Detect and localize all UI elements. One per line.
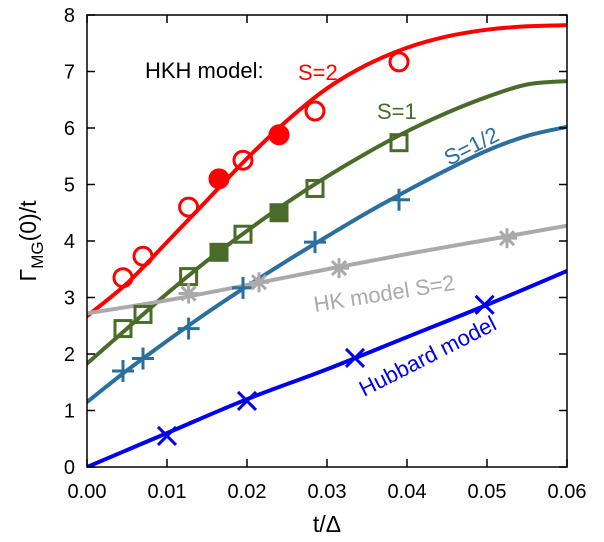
data-point-hkh_s12 xyxy=(304,231,326,254)
data-point-hk_s2 xyxy=(497,228,517,249)
data-point-hkh_s2 xyxy=(304,100,326,122)
data-point-hkh_s2 xyxy=(232,149,254,171)
x-tick-label: 0.00 xyxy=(68,481,107,503)
annotation-s2: S=2 xyxy=(298,60,338,85)
data-point-hubbard xyxy=(344,347,366,369)
y-tick-label: 0 xyxy=(64,457,75,479)
y-tick-label: 4 xyxy=(64,231,75,253)
annotation-hubbard-model: Hubbard model xyxy=(355,311,500,402)
data-point-hkh_s2 xyxy=(112,267,134,289)
y-tick-label: 8 xyxy=(64,5,75,27)
series-line-hkh_s1 xyxy=(87,79,567,366)
series-line-hkh_s2 xyxy=(87,23,567,319)
data-point-hkh_s12 xyxy=(112,359,134,382)
x-tick-label: 0.04 xyxy=(388,481,427,503)
y-tick-label: 5 xyxy=(64,175,75,197)
y-tick-label: 6 xyxy=(64,118,75,140)
series-line-hubbard xyxy=(87,268,567,467)
data-point-hubbard xyxy=(156,425,178,446)
data-point-filled-hkh_s2 xyxy=(208,168,230,190)
data-point-hkh_s1 xyxy=(113,319,133,339)
x-tick-label: 0.01 xyxy=(148,481,187,503)
y-axis-title: ΓMG(0)/t xyxy=(15,200,47,282)
series-line-hk_s2 xyxy=(87,223,567,316)
series-line-hkh_s12 xyxy=(87,124,567,405)
data-point-hkh_s1 xyxy=(233,224,253,244)
annotation-hk-model: HK model S=2 xyxy=(312,270,457,317)
data-point-filled-hkh_s1 xyxy=(209,242,229,262)
data-point-hkh_s2 xyxy=(178,196,200,218)
y-tick-label: 1 xyxy=(64,401,75,423)
x-axis-title: t/Δ xyxy=(313,511,341,537)
data-point-hkh_s2 xyxy=(132,245,154,267)
data-point-hkh_s2 xyxy=(388,51,410,73)
data-point-hkh_s12 xyxy=(232,276,254,299)
y-axis-title-main: Γ xyxy=(15,268,41,281)
data-point-hk_s2 xyxy=(249,272,269,293)
data-point-hkh_s1 xyxy=(389,133,409,153)
data-point-hk_s2 xyxy=(178,283,199,304)
y-axis-title-tail: (0)/t xyxy=(15,200,41,242)
data-point-hubbard xyxy=(474,294,495,315)
y-tick-label: 2 xyxy=(64,344,75,366)
data-point-hubbard xyxy=(236,390,258,411)
y-tick-label: 7 xyxy=(64,62,75,84)
annotation-s1: S=1 xyxy=(377,99,417,124)
data-point-filled-hkh_s2 xyxy=(268,124,290,146)
data-point-hkh_s12 xyxy=(177,317,200,340)
x-tick-label: 0.03 xyxy=(308,481,347,503)
data-point-hk_s2 xyxy=(329,258,349,279)
annotation-s12: S=1/2 xyxy=(440,122,503,171)
series-markers xyxy=(112,51,517,446)
x-tick-label: 0.02 xyxy=(228,481,267,503)
x-tick-label: 0.06 xyxy=(548,481,587,503)
data-point-hkh_s12 xyxy=(132,347,154,370)
data-point-hkh_s1 xyxy=(305,178,325,198)
data-point-hkh_s12 xyxy=(388,188,410,211)
x-tick-label: 0.05 xyxy=(468,481,507,503)
y-axis-ticks: 0 1 2 3 4 5 6 7 8 xyxy=(64,5,567,479)
x-axis-ticks: 0.00 0.01 0.02 0.03 0.04 0.05 0.06 xyxy=(68,15,587,503)
data-point-hkh_s1 xyxy=(133,304,153,324)
data-point-filled-hkh_s1 xyxy=(269,203,289,223)
series-curves xyxy=(87,23,567,467)
annotation-hkh-model: HKH model: xyxy=(145,58,264,83)
y-tick-label: 3 xyxy=(64,288,75,310)
y-axis-title-sub: MG xyxy=(28,241,47,268)
